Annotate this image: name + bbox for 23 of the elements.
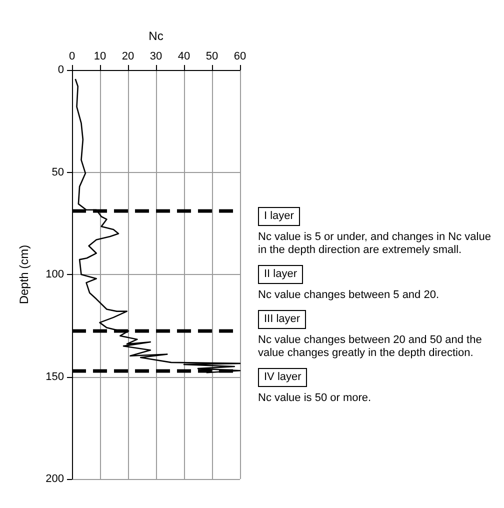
y-tick-label: 100 <box>46 268 64 280</box>
y-tick-label: 0 <box>58 64 64 76</box>
text: Nc value is 50 or more. <box>258 392 372 405</box>
x-tick-label: 60 <box>234 50 246 62</box>
x-tick-label: 10 <box>94 50 106 62</box>
y-tick-label: 150 <box>46 370 64 383</box>
text: I layer <box>258 207 300 226</box>
text: III layer <box>258 310 306 329</box>
x-axis-title: Nc <box>148 29 164 43</box>
text: Nc value changes between 5 and 20. <box>258 289 440 302</box>
y-tick-label: 200 <box>46 473 64 485</box>
y-tick-label: 50 <box>52 166 64 178</box>
line-series <box>74 78 241 374</box>
x-tick-label: 30 <box>150 50 162 62</box>
x-tick-label: 20 <box>122 50 134 62</box>
text: IV layer <box>258 368 308 387</box>
text: II layer <box>258 265 304 284</box>
x-tick-label: 0 <box>68 50 76 62</box>
y-axis-title: Depth (cm) <box>17 244 31 304</box>
x-tick-label: 40 <box>178 50 190 62</box>
text: Nc value is 5 or under, and changes in Nc value in the depth direction are extremely small. <box>258 231 492 257</box>
text: Nc value changes between 20 and 50 and the value changes greatly in the depth direction. <box>258 334 483 360</box>
x-tick-label: 50 <box>206 50 218 62</box>
